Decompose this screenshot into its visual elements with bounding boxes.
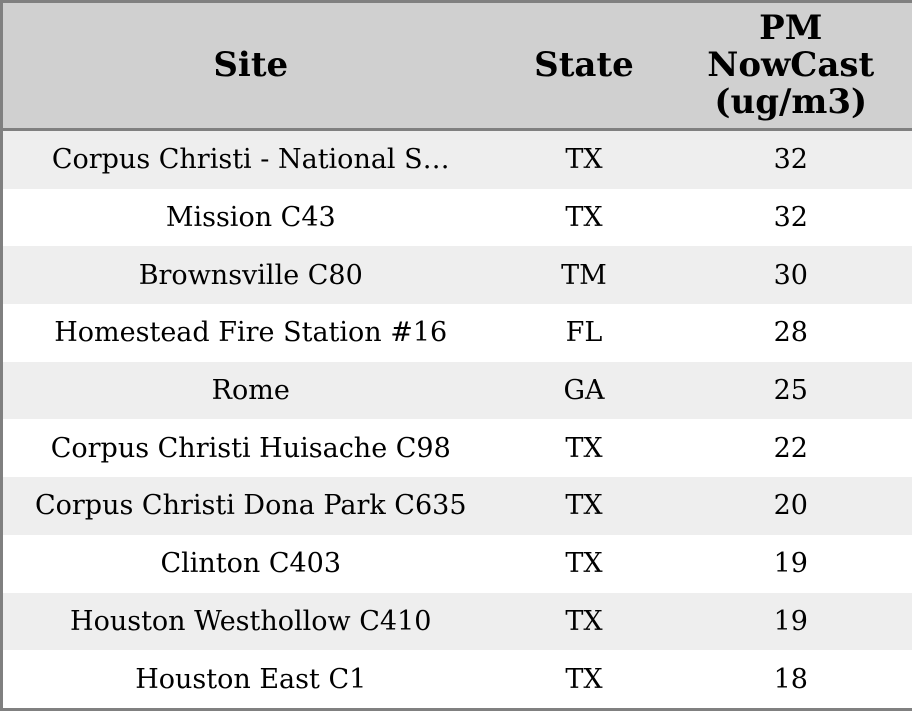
site-cell: Houston Westhollow C410	[70, 605, 432, 637]
table-row: Corpus Christi Dona Park C635 TX 20	[1, 477, 912, 535]
state-cell: TX	[565, 144, 603, 176]
pm-header-line-1: PM	[759, 8, 823, 48]
site-cell: Corpus Christi - National S…	[51, 144, 450, 176]
pm-nowcast-cell: 30	[773, 259, 808, 291]
state-cell: FL	[565, 317, 603, 349]
pm-nowcast-cell: 18	[773, 663, 808, 695]
column-header-site[interactable]: Site	[1, 1, 499, 131]
pm-nowcast-cell: 20	[773, 490, 808, 522]
pm-nowcast-cell: 19	[773, 605, 808, 637]
site-cell: Corpus Christi Dona Park C635	[34, 490, 467, 522]
state-cell: TM	[561, 259, 607, 291]
table-row: Houston East C1 TX 18	[1, 650, 912, 710]
state-cell: TX	[565, 202, 603, 234]
table-row: Homestead Fire Station #16 FL 28	[1, 304, 912, 362]
pm-nowcast-cell: 25	[773, 375, 808, 407]
site-cell: Mission C43	[165, 202, 336, 234]
state-cell: GA	[563, 375, 605, 407]
table-row: Corpus Christi Huisache C98 TX 22	[1, 419, 912, 478]
site-cell: Houston East C1	[135, 663, 367, 695]
site-cell: Homestead Fire Station #16	[54, 317, 448, 349]
pm-nowcast-cell: 32	[773, 202, 808, 234]
table-header: Site State PM NowCast (ug/m3)	[1, 1, 912, 131]
table-row: Brownsville C80 TM 30	[1, 246, 912, 305]
table-row: Clinton C403 TX 19	[1, 534, 912, 593]
header-row: Site State PM NowCast (ug/m3)	[1, 1, 912, 131]
state-cell: TX	[565, 432, 603, 464]
pm-nowcast-cell: 32	[773, 144, 808, 176]
pm-header-line-2: NowCast	[707, 45, 875, 85]
table-row: Houston Westhollow C410 TX 19	[1, 592, 912, 651]
pm-header-line-3: (ug/m3)	[714, 82, 868, 122]
table-row: Mission C43 TX 32	[1, 188, 912, 247]
site-cell: Rome	[211, 375, 290, 407]
column-header-state[interactable]: State	[498, 1, 670, 131]
state-cell: TX	[565, 548, 603, 580]
site-cell: Corpus Christi Huisache C98	[50, 432, 451, 464]
pm-nowcast-cell: 28	[773, 317, 808, 349]
table-row: Rome GA 25	[1, 361, 912, 420]
table-row: Corpus Christi - National S… TX 32	[1, 129, 912, 189]
state-cell: TX	[565, 663, 603, 695]
table-body: Corpus Christi - National S… TX 32 Missi…	[1, 129, 912, 710]
state-cell: TX	[565, 605, 603, 637]
column-header-pm-nowcast[interactable]: PM NowCast (ug/m3)	[669, 1, 912, 131]
pm-nowcast-cell: 19	[773, 548, 808, 580]
site-cell: Brownsville C80	[138, 259, 363, 291]
pm-nowcast-cell: 22	[773, 432, 808, 464]
state-cell: TX	[565, 490, 603, 522]
site-cell: Clinton C403	[160, 548, 342, 580]
